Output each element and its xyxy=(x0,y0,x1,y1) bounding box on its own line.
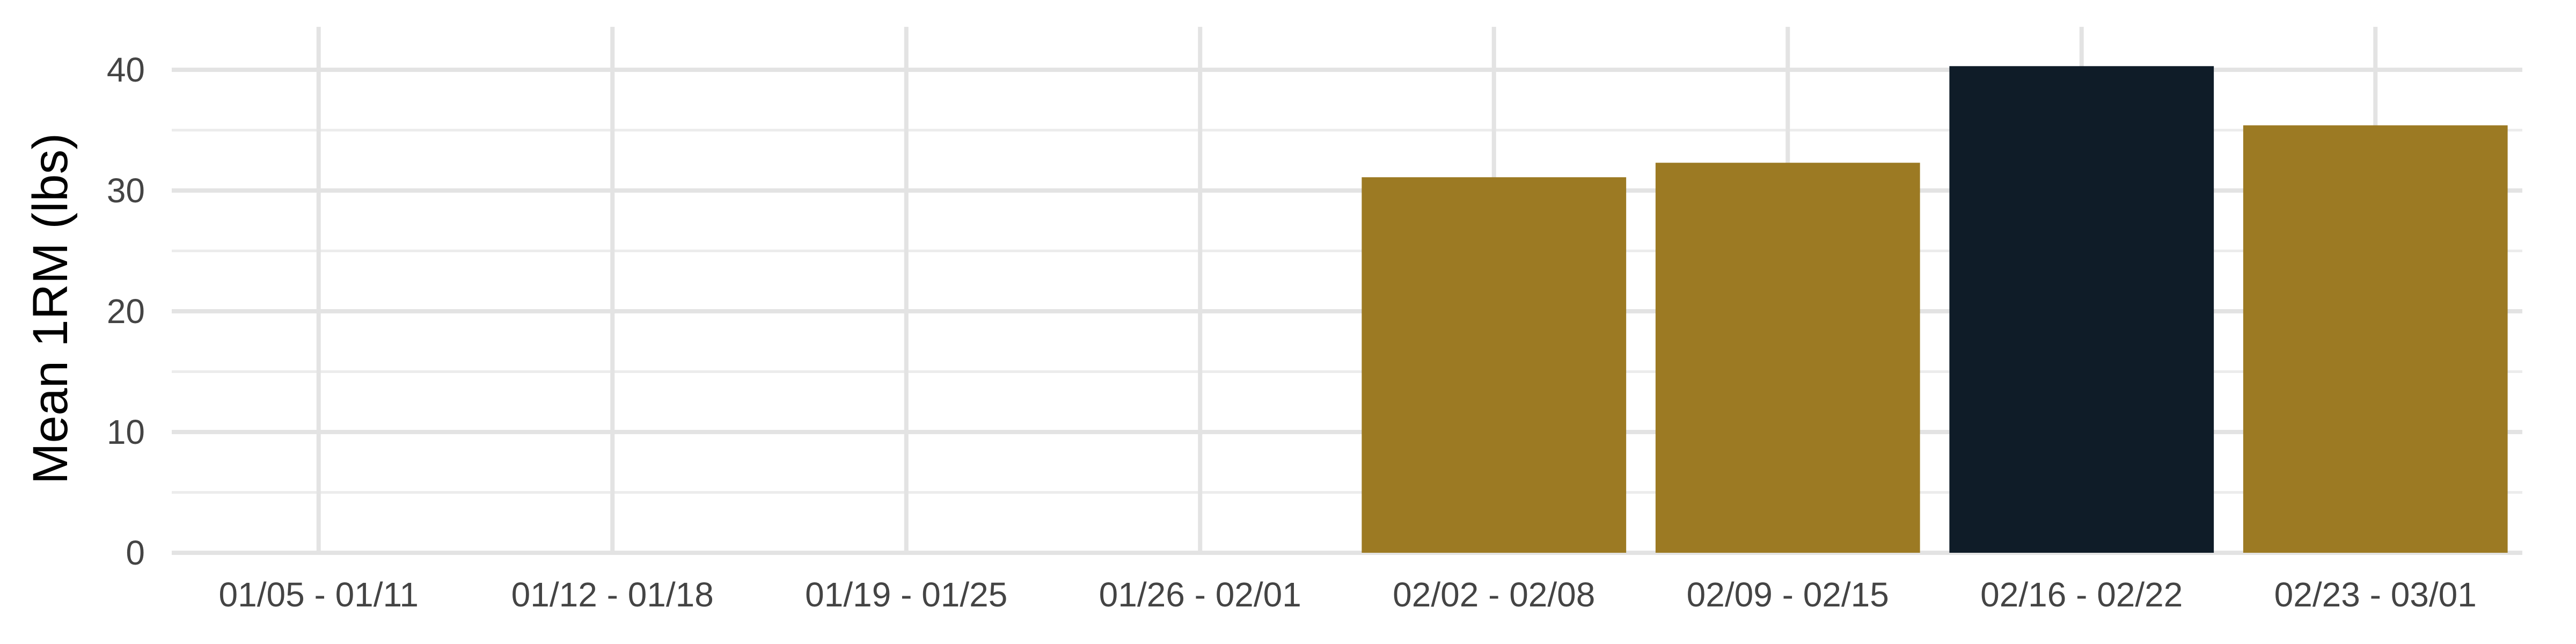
x-tick-label: 01/05 - 01/11 xyxy=(219,575,419,614)
bar xyxy=(1949,66,2214,553)
y-tick-label: 20 xyxy=(107,292,145,331)
x-tick-label: 02/23 - 03/01 xyxy=(2274,575,2477,614)
x-axis-ticks: 01/05 - 01/11 01/12 - 01/18 01/19 - 01/25 0… xyxy=(219,575,2477,614)
x-tick-label: 02/09 - 02/15 xyxy=(1687,575,1889,614)
y-axis-title: Mean 1RM (lbs) xyxy=(23,133,78,484)
x-tick-label: 02/02 - 02/08 xyxy=(1393,575,1595,614)
x-tick-label: 01/26 - 02/01 xyxy=(1099,575,1301,614)
y-tick-label: 40 xyxy=(107,50,145,89)
y-tick-label: 0 xyxy=(126,533,145,572)
x-tick-label: 02/16 - 02/22 xyxy=(1980,575,2183,614)
bar xyxy=(1362,177,1626,553)
x-tick-label: 01/19 - 01/25 xyxy=(805,575,1007,614)
y-tick-label: 10 xyxy=(107,413,145,451)
bar xyxy=(1656,163,1920,553)
y-axis-ticks: 0 10 20 30 40 xyxy=(107,50,145,572)
bar xyxy=(2243,126,2508,553)
x-tick-label: 01/12 - 01/18 xyxy=(511,575,714,614)
y-tick-label: 30 xyxy=(107,171,145,210)
